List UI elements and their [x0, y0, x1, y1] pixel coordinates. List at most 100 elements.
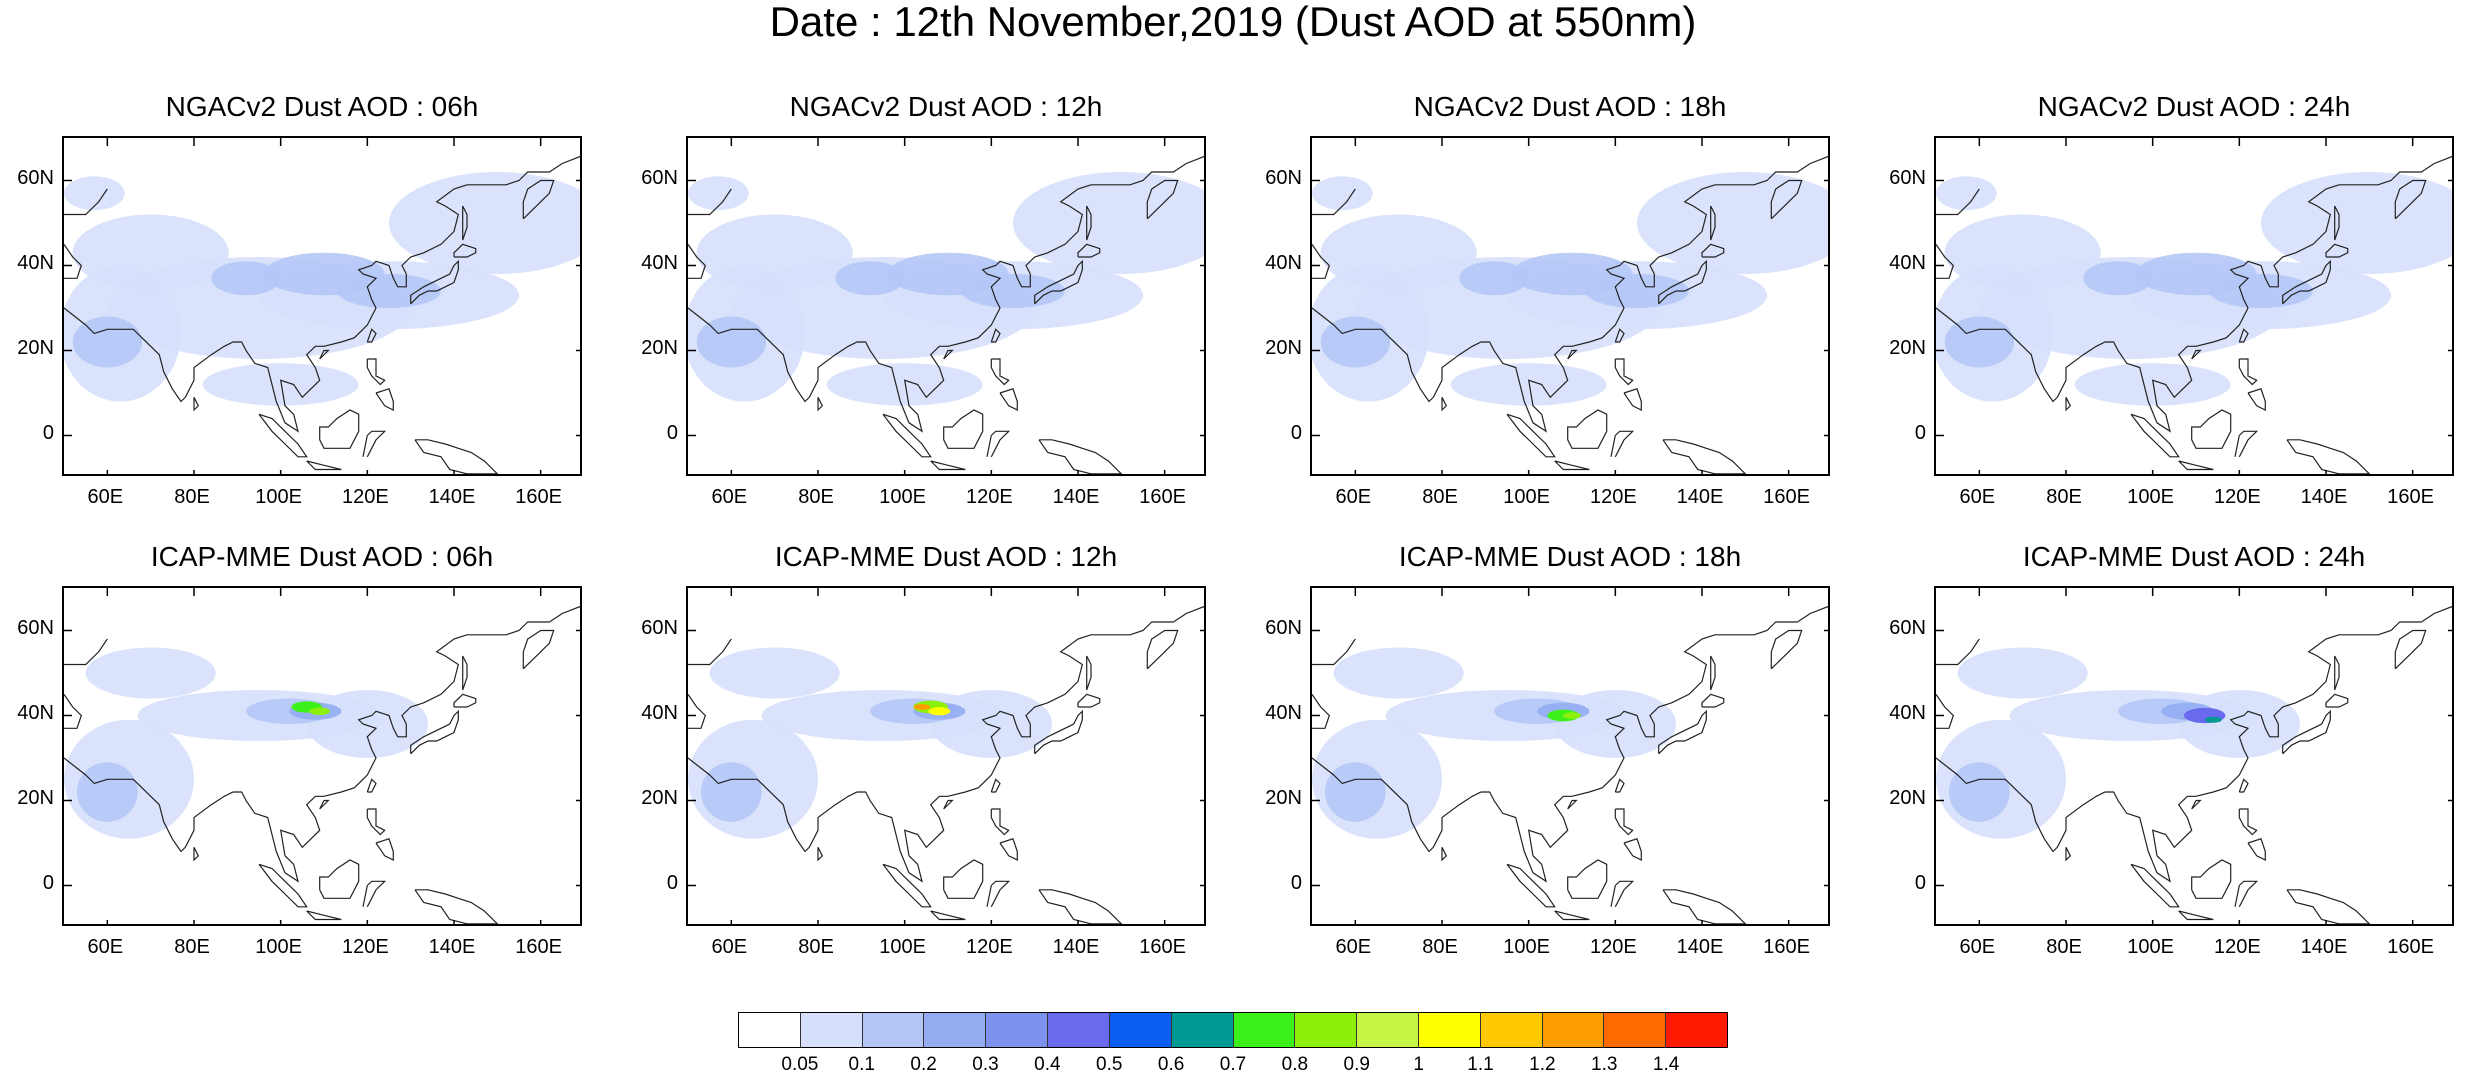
aod-field: [1312, 176, 1373, 211]
coastline: [1077, 693, 1101, 708]
colorbar-swatch: [924, 1013, 987, 1047]
panel-title: ICAP-MME Dust AOD : 24h: [2022, 541, 2366, 572]
map-frame: [686, 586, 1206, 926]
colorbar-swatch: [739, 1013, 801, 1047]
coastline: [410, 259, 459, 305]
coastline: [2334, 205, 2340, 241]
coastline: [2238, 328, 2249, 343]
coastline: [2394, 179, 2427, 220]
lat-tick-label: 20N: [641, 336, 678, 359]
coastline: [1312, 155, 1828, 433]
coastline: [1554, 910, 1590, 921]
aod-field: [1320, 316, 1390, 368]
aod-field: [211, 261, 281, 296]
lat-tick-label: 60N: [1889, 616, 1926, 639]
aod-field: [1949, 762, 2010, 822]
aod-field: [835, 261, 905, 296]
lon-tick-label: 100E: [2127, 936, 2175, 958]
coastline: [688, 155, 1204, 433]
coastline: [1658, 259, 1707, 305]
aod-field: [77, 762, 138, 822]
aod-field: [85, 647, 216, 699]
colorbar-label: 0.9: [1343, 1054, 1370, 1075]
coastline: [1567, 409, 1608, 449]
coastline: [1623, 838, 1642, 861]
coastline: [362, 880, 387, 908]
coastline: [2130, 413, 2180, 458]
aod-field: [202, 363, 359, 406]
lon-tick-label: 120E: [965, 486, 1013, 508]
panel-title: ICAP-MME Dust AOD : 18h: [1398, 541, 1742, 572]
aod-map: [688, 138, 1204, 474]
coastline: [688, 638, 732, 666]
coastline: [688, 605, 1204, 883]
coastline: [375, 388, 394, 411]
colorbar-label: 0.2: [910, 1054, 937, 1075]
colorbar-swatch: [1048, 1013, 1110, 1047]
lat-tick-label: 40N: [641, 251, 678, 274]
aod-hotspot: [2205, 716, 2222, 723]
colorbar-swatch: [1480, 1013, 1543, 1047]
lon-tick-label: 100E: [2127, 486, 2175, 508]
lon-tick-label: 160E: [1139, 486, 1187, 508]
coastline: [366, 328, 377, 343]
aod-field: [1944, 214, 2101, 291]
coastline: [2325, 243, 2349, 258]
colorbar-label: 0.1: [848, 1054, 875, 1075]
lat-tick-label: 60N: [1889, 166, 1926, 189]
coastline: [999, 838, 1018, 861]
coastline: [1146, 179, 1179, 220]
lon-tick-label: 140E: [2300, 936, 2348, 958]
coastline: [2394, 629, 2427, 670]
lon-tick-label: 120E: [2213, 936, 2261, 958]
coastline: [193, 397, 200, 412]
lat-tick-label: 0: [42, 871, 54, 894]
coastline: [990, 328, 1001, 343]
map-frame: [1310, 136, 1830, 476]
coastline: [817, 847, 824, 862]
coastline: [1034, 709, 1083, 755]
coastline: [375, 838, 394, 861]
lat-tick-label: 20N: [17, 336, 54, 359]
aod-field: [688, 176, 749, 211]
colorbar-label: 0.4: [1034, 1054, 1061, 1075]
coastline: [1567, 799, 1578, 810]
map-frame: [1934, 586, 2454, 926]
aod-map: [1936, 588, 2452, 924]
lon-tick-label: 60E: [1335, 936, 1372, 958]
coastline: [1710, 205, 1716, 241]
coastline: [882, 413, 932, 458]
aod-field: [389, 172, 580, 274]
coastline: [2178, 460, 2214, 471]
colorbar-swatch: [1295, 1013, 1358, 1047]
coastline: [258, 413, 308, 458]
coastline: [2238, 808, 2258, 836]
coastline: [1034, 259, 1083, 305]
coastline: [1936, 243, 1954, 279]
coastline: [2191, 859, 2232, 899]
aod-map: [1312, 588, 1828, 924]
lon-tick-label: 160E: [515, 936, 563, 958]
coastline: [1936, 693, 1954, 729]
lon-tick-label: 60E: [711, 936, 748, 958]
coastline: [2282, 709, 2331, 755]
aod-field: [337, 274, 441, 308]
lat-tick-label: 40N: [1265, 251, 1302, 274]
coastline: [1312, 188, 1356, 216]
aod-field: [709, 647, 840, 699]
coastline: [1146, 629, 1179, 670]
coastline: [1936, 638, 1980, 666]
coastline: [1312, 693, 1330, 729]
coastline: [410, 709, 459, 755]
map-frame: [686, 136, 1206, 476]
lon-tick-label: 140E: [1052, 486, 1100, 508]
coastline: [193, 847, 200, 862]
colorbar-label: 1.4: [1652, 1054, 1680, 1075]
aod-map: [688, 588, 1204, 924]
lon-tick-label: 140E: [428, 936, 476, 958]
lon-tick-label: 100E: [1503, 486, 1551, 508]
lon-tick-label: 100E: [255, 486, 303, 508]
lon-tick-label: 80E: [1422, 486, 1458, 508]
coastline: [1312, 638, 1356, 666]
lon-tick-label: 100E: [255, 936, 303, 958]
